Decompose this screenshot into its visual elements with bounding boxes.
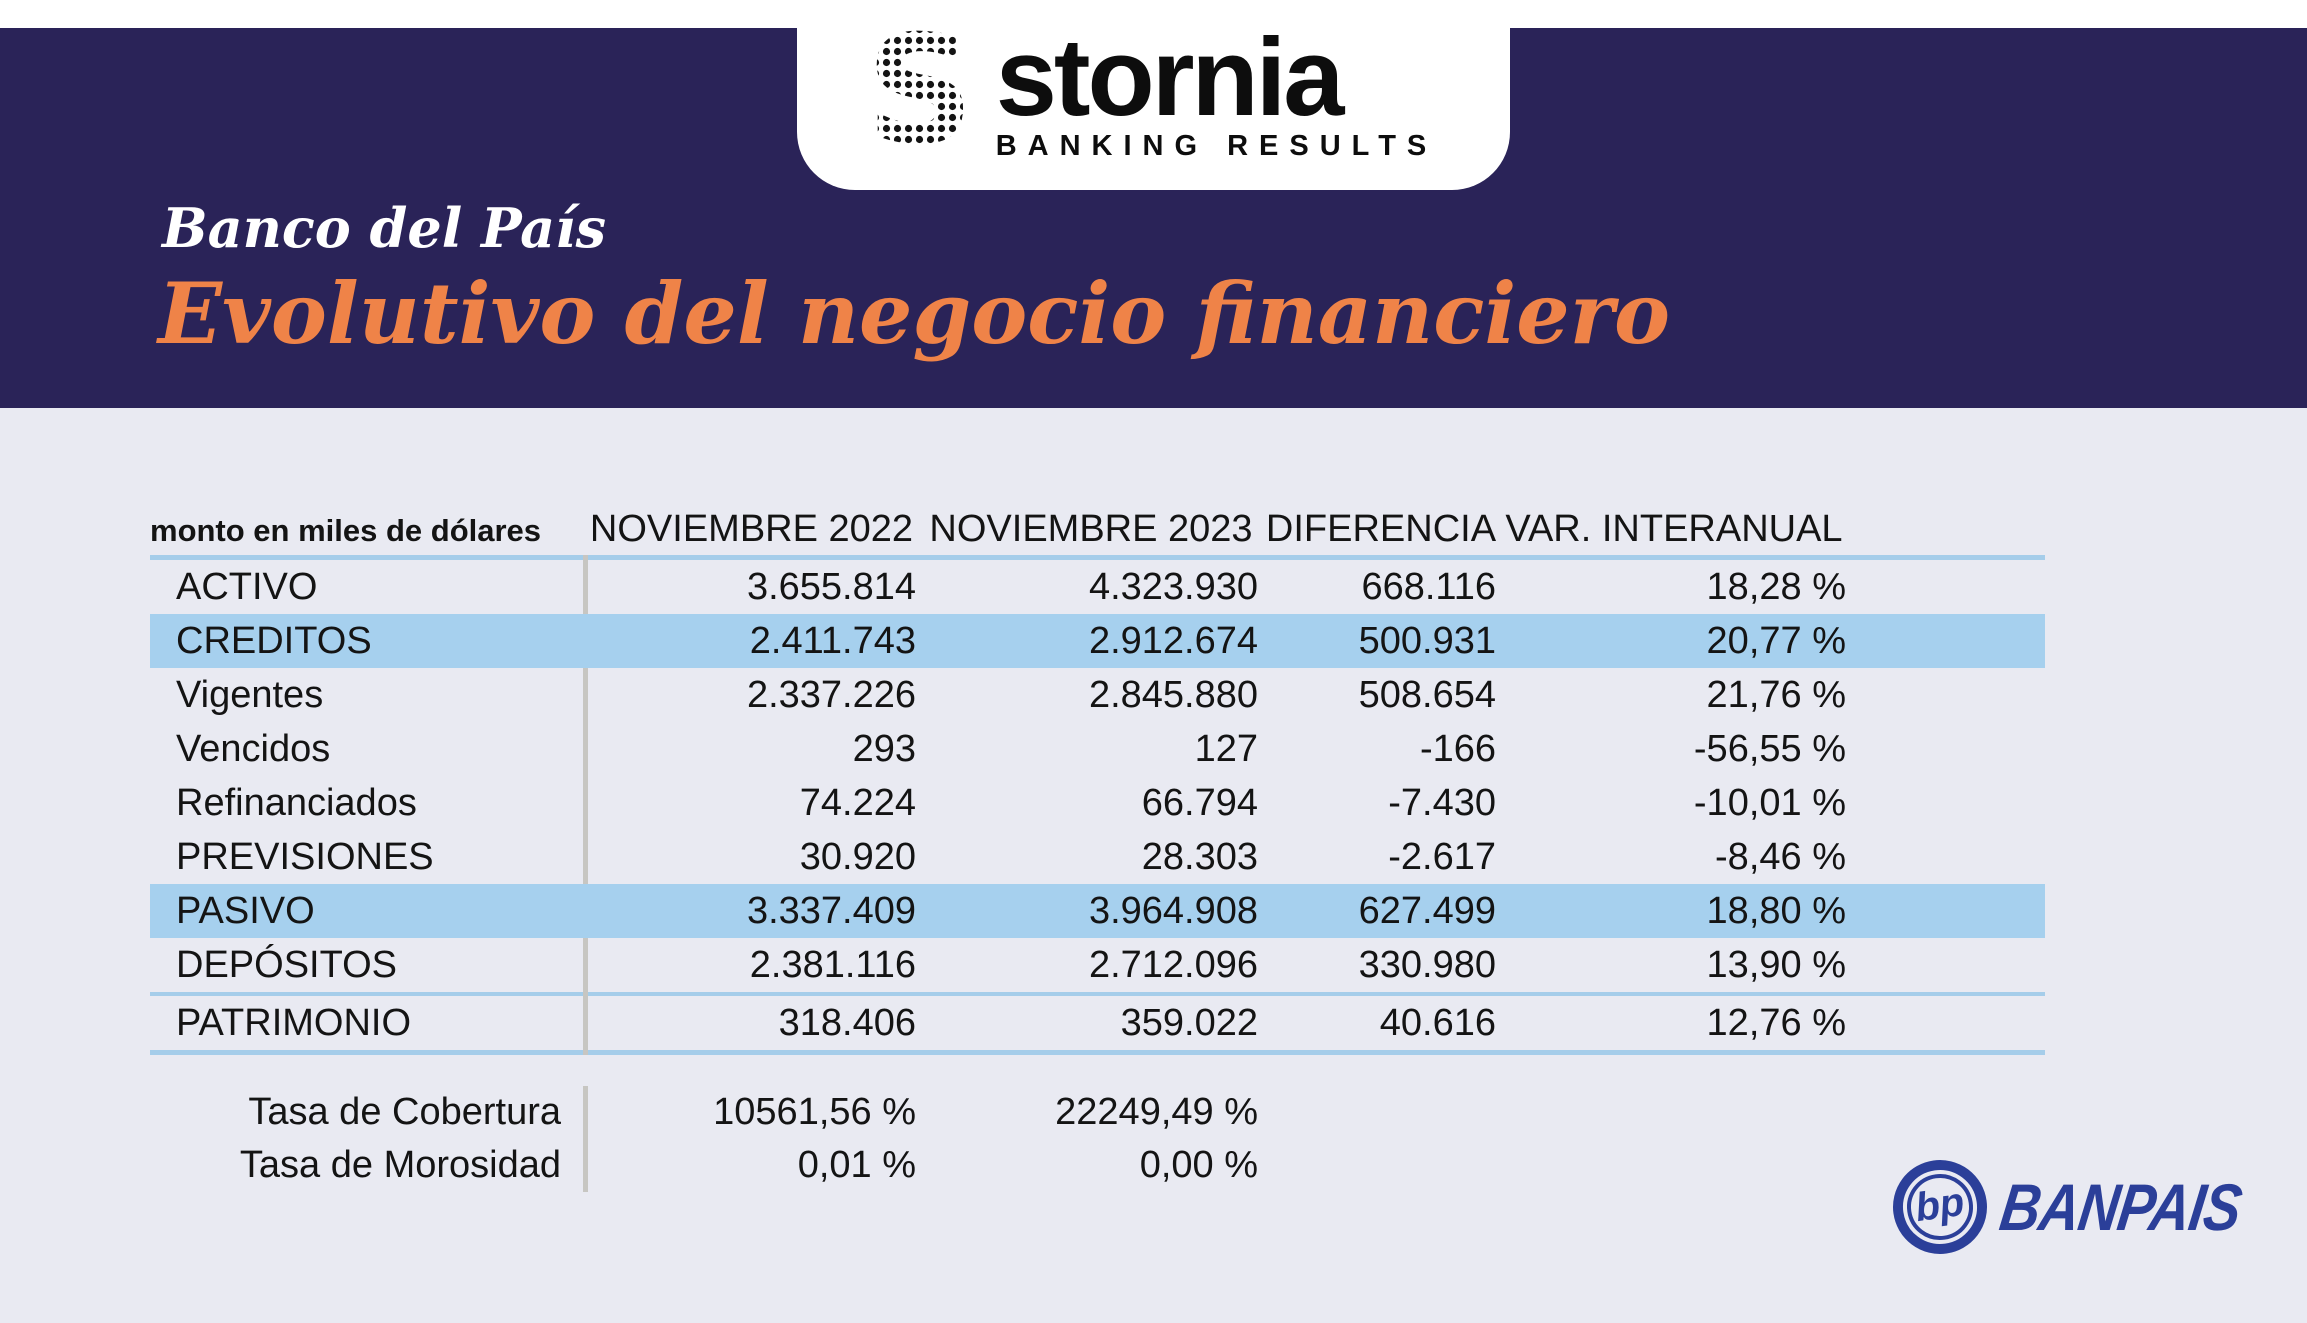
table-vertical-divider [583,555,588,1055]
row-label: CREDITOS [176,619,372,662]
cell-var: -8,46 % [1715,835,1846,878]
cell-nov2022: 2.411.743 [749,619,916,662]
cell-var: 21,76 % [1706,673,1846,716]
logo-word: stornia [995,15,1345,139]
ratio-nov2022: 10561,56 % [713,1091,916,1133]
cell-nov2023: 28.303 [1141,835,1258,878]
table-row-creditos: CREDITOS 2.411.743 2.912.674 500.931 20,… [150,614,2045,668]
bank-name: Banco del País [162,196,607,260]
banpais-wordmark: BANPAIS [1995,1170,2246,1244]
cell-nov2022: 3.655.814 [746,565,916,608]
cell-nov2022: 293 [852,727,916,770]
halftone-s-icon: S [870,24,970,166]
table-row-patrimonio: PATRIMONIO 318.406 359.022 40.616 12,76 … [150,996,2045,1050]
cell-diferencia: 330.980 [1358,943,1496,986]
header-underline [150,555,2045,560]
table-bottom-line [150,1050,2045,1055]
cell-nov2023: 3.964.908 [1088,889,1258,932]
ratio-rows: Tasa de Cobertura 10561,56 % 22249,49 % … [150,1086,1258,1192]
cell-diferencia: -7.430 [1388,781,1496,824]
stornia-wordmark: stornia BANKING RESULTS [995,15,1438,163]
banpais-logo: bp BANPAIS [1886,1153,2286,1261]
row-label: DEPÓSITOS [176,943,398,986]
row-label: ACTIVO [176,565,318,608]
row-label: PATRIMONIO [176,1001,412,1044]
ratio-label: Tasa de Morosidad [239,1144,561,1186]
table-row-depositos: DEPÓSITOS 2.381.116 2.712.096 330.980 13… [150,938,2045,992]
table-header-row: monto en miles de dólares NOVIEMBRE 2022… [150,500,2045,555]
cell-diferencia: 508.654 [1358,673,1496,716]
cell-nov2023: 2.712.096 [1088,943,1258,986]
cell-nov2022: 74.224 [799,781,916,824]
bp-ring-icon: bp [1886,1153,1994,1261]
cell-diferencia: 668.116 [1361,565,1496,608]
cell-nov2023: 4.323.930 [1088,565,1258,608]
ratio-nov2023: 22249,49 % [1055,1091,1258,1133]
cell-var: 12,76 % [1706,1001,1846,1044]
cell-var: 13,90 % [1706,943,1846,986]
cell-nov2022: 318.406 [778,1001,916,1044]
ratio-label: Tasa de Cobertura [248,1091,561,1133]
cell-nov2022: 3.337.409 [746,889,916,932]
table-row-pasivo: PASIVO 3.337.409 3.964.908 627.499 18,80… [150,884,2045,938]
page-title: Evolutivo del negocio financiero [158,264,1670,363]
cell-nov2022: 30.920 [799,835,916,878]
cell-nov2023: 2.912.674 [1088,619,1258,662]
row-label: Vencidos [176,727,331,770]
cell-nov2022: 2.381.116 [749,943,916,986]
table-row-vencidos: Vencidos 293 127 -166 -56,55 % [150,722,2045,776]
bp-ring-inner: bp [1902,1169,1978,1245]
cell-nov2023: 66.794 [1141,781,1258,824]
column-header-diferencia: DIFERENCIA [1265,508,1497,550]
ratio-nov2022: 0,01 % [797,1144,916,1186]
stornia-logo-box: S stornia BANKING RESULTS [797,0,1510,190]
row-label: PASIVO [176,889,315,932]
financial-table: monto en miles de dólares NOVIEMBRE 2022… [150,500,2045,1055]
column-header-var: VAR. INTERANUAL [1505,508,1843,550]
row-label: Refinanciados [176,781,417,824]
cell-var: 18,80 % [1706,889,1846,932]
cell-nov2023: 2.845.880 [1088,673,1258,716]
cell-var: 18,28 % [1706,565,1846,608]
unit-note: monto en miles de dólares [150,513,542,548]
table-row-vigentes: Vigentes 2.337.226 2.845.880 508.654 21,… [150,668,2045,722]
cell-diferencia: 40.616 [1379,1001,1496,1044]
ratio-row-morosidad: Tasa de Morosidad 0,01 % 0,00 % [150,1139,1258,1192]
cell-nov2023: 127 [1194,727,1258,770]
svg-text:S: S [870,24,970,166]
cell-var: -56,55 % [1693,727,1846,770]
logo-subtitle: BANKING RESULTS [995,130,1438,163]
cell-diferencia: 500.931 [1358,619,1496,662]
cell-var: 20,77 % [1706,619,1846,662]
cell-diferencia: 627.499 [1358,889,1496,932]
ratio-vertical-divider [583,1086,588,1192]
cell-var: -10,01 % [1693,781,1846,824]
cell-diferencia: -2.617 [1388,835,1496,878]
ratio-row-cobertura: Tasa de Cobertura 10561,56 % 22249,49 % [150,1086,1258,1139]
cell-diferencia: -166 [1419,727,1496,770]
ratio-nov2023: 0,00 % [1139,1144,1258,1186]
bp-letters: bp [1912,1179,1967,1231]
table-row-previsiones: PREVISIONES 30.920 28.303 -2.617 -8,46 % [150,830,2045,884]
patrimonio-separator-line [150,992,2045,996]
cell-nov2022: 2.337.226 [746,673,916,716]
table-row-refinanciados: Refinanciados 74.224 66.794 -7.430 -10,0… [150,776,2045,830]
cell-nov2023: 359.022 [1120,1001,1258,1044]
row-label: PREVISIONES [176,835,434,878]
column-header-nov2022: NOVIEMBRE 2022 [589,508,914,550]
table-row-activo: ACTIVO 3.655.814 4.323.930 668.116 18,28… [150,560,2045,614]
row-label: Vigentes [176,673,324,716]
column-header-nov2023: NOVIEMBRE 2023 [929,508,1253,550]
